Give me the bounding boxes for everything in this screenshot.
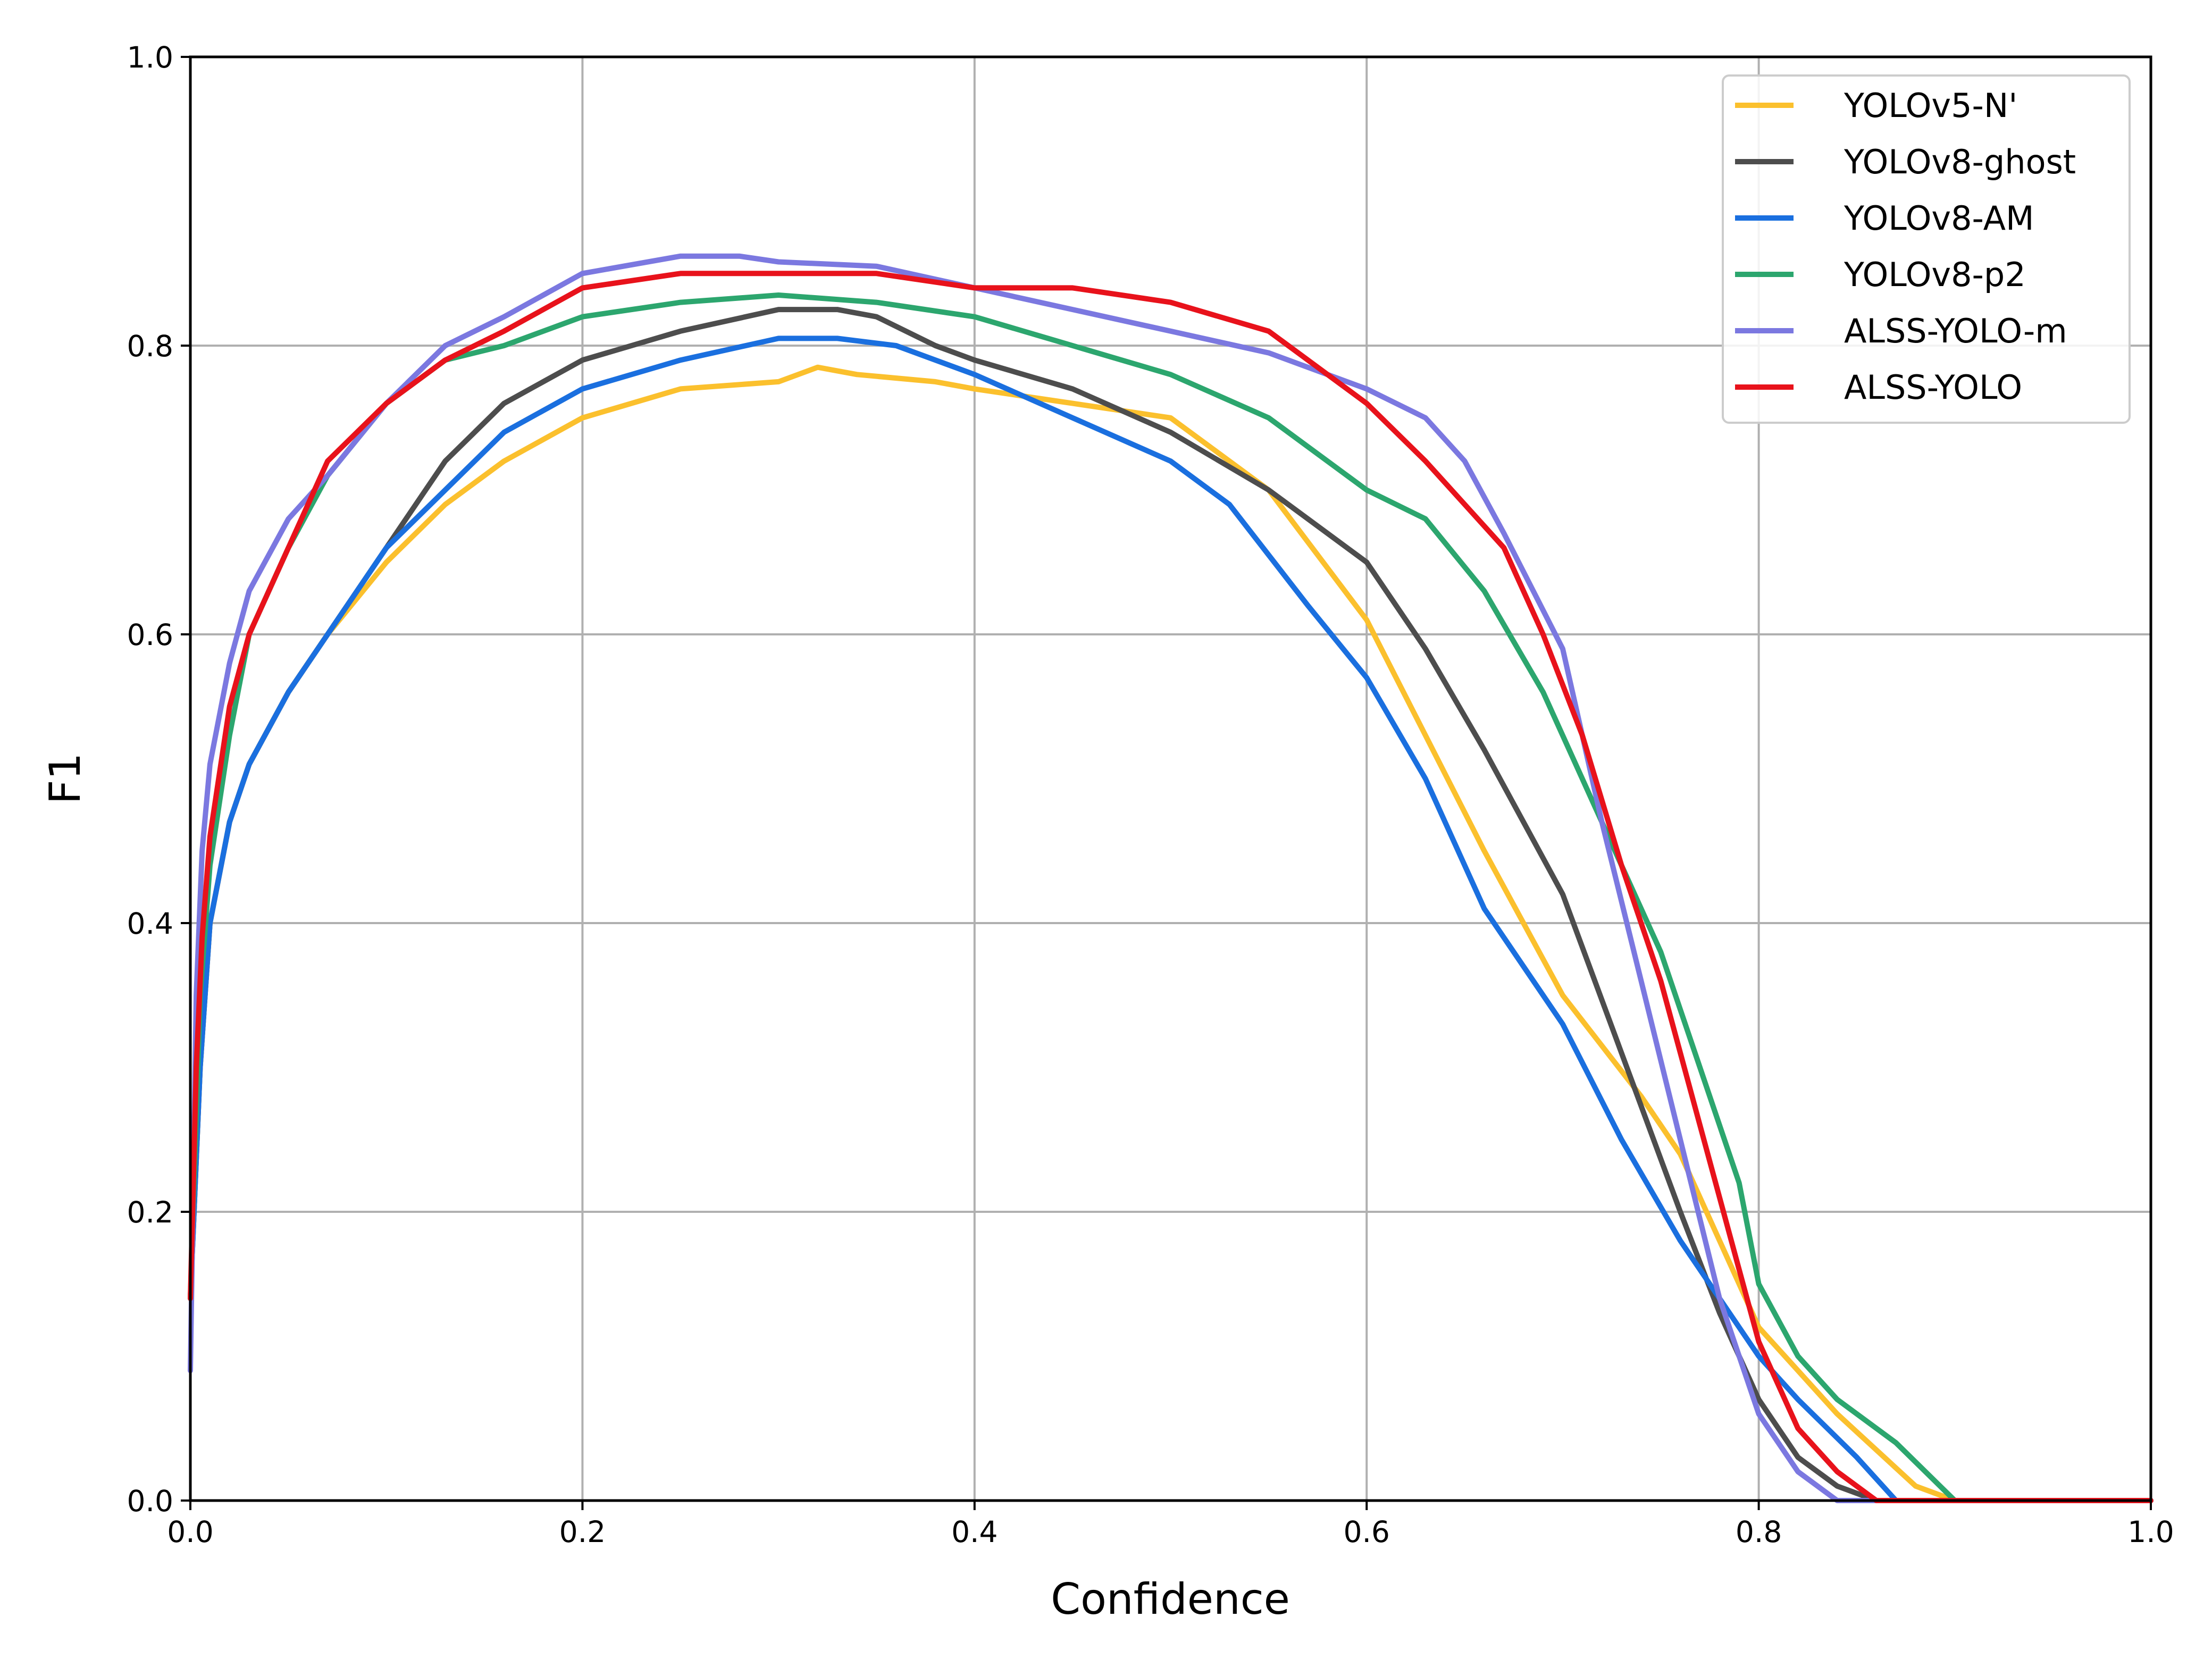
- legend-label: YOLOv8-p2: [1844, 255, 2026, 294]
- y-tick-label: 0.0: [127, 1484, 173, 1518]
- legend-box: [1722, 74, 2131, 424]
- series-line-alss-yolo-m: [188, 253, 2154, 1503]
- x-tick-label: 0.0: [167, 1515, 213, 1549]
- x-tick-label: 0.6: [1343, 1515, 1389, 1549]
- y-tick-label: 0.6: [127, 618, 173, 652]
- y-tick-label: 0.2: [127, 1195, 173, 1229]
- series-lines: [188, 253, 2154, 1503]
- x-tick-label: 0.8: [1736, 1515, 1782, 1549]
- legend-label: ALSS-YOLO: [1844, 368, 2022, 407]
- x-axis-title: Confidence: [1051, 1574, 1290, 1624]
- y-tick-label: 1.0: [127, 40, 173, 74]
- x-tick-label: 0.4: [951, 1515, 998, 1549]
- series-line-alss-yolo: [188, 271, 2154, 1503]
- y-tick-label: 0.4: [127, 907, 173, 941]
- axis-ticks: 0.0 0.2 0.4 0.6 0.8 1.0 0.0 0.2 0.4 0.6 0.8 1.0: [127, 40, 2174, 1549]
- y-tick-label: 0.8: [127, 329, 173, 363]
- legend-label: YOLOv8-AM: [1844, 199, 2034, 238]
- series-line-yolov8-am: [188, 336, 2154, 1503]
- legend-label: YOLOv8-ghost: [1844, 143, 2076, 181]
- legend: YOLOv5-N' YOLOv8-ghost YOLOv8-AM YOLOv8-p2 A…: [1722, 74, 2131, 424]
- plot-frame: [189, 55, 2152, 1502]
- y-axis-title: F1: [40, 753, 90, 805]
- legend-label: YOLOv5-N': [1844, 86, 2017, 125]
- legend-label: ALSS-YOLO-m: [1844, 312, 2067, 350]
- x-tick-label: 0.2: [559, 1515, 606, 1549]
- x-tick-label: 1.0: [2127, 1515, 2174, 1549]
